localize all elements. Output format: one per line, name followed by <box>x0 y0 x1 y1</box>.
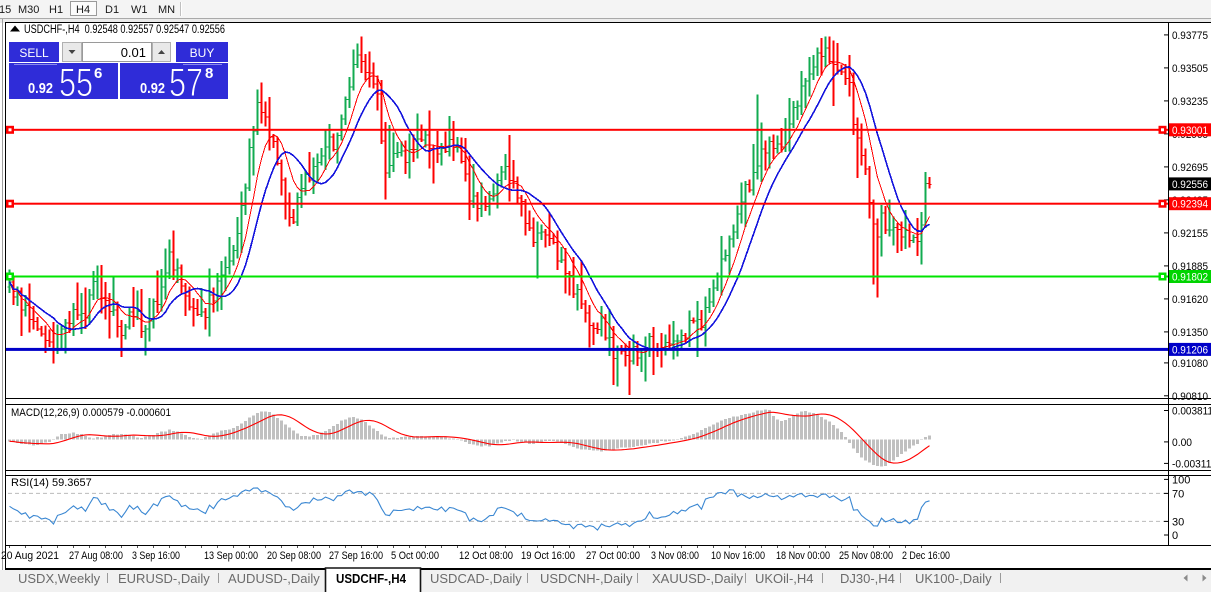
svg-text:SELL: SELL <box>19 46 49 60</box>
svg-text:0.91885: 0.91885 <box>1172 261 1208 273</box>
svg-text:-0.003115: -0.003115 <box>1172 458 1211 470</box>
svg-text:10 Nov 16:00: 10 Nov 16:00 <box>711 550 765 562</box>
svg-text:0.93775: 0.93775 <box>1172 30 1208 42</box>
svg-text:30: 30 <box>1172 516 1184 528</box>
svg-text:55: 55 <box>59 61 93 105</box>
svg-text:15: 15 <box>0 4 11 16</box>
svg-text:6: 6 <box>94 65 102 82</box>
svg-text:27 Oct 00:00: 27 Oct 00:00 <box>586 550 640 562</box>
svg-text:USDCHF-,H4 0.92548 0.92557 0.: USDCHF-,H4 0.92548 0.92557 0.92547 0.925… <box>24 24 225 36</box>
svg-text:0.92695: 0.92695 <box>1172 162 1208 174</box>
svg-text:19 Oct 16:00: 19 Oct 16:00 <box>521 550 575 562</box>
svg-text:H1: H1 <box>49 4 63 16</box>
svg-text:20 Sep 08:00: 20 Sep 08:00 <box>267 550 321 562</box>
svg-text:0.92556: 0.92556 <box>1172 179 1208 191</box>
svg-text:DJ30-,H4: DJ30-,H4 <box>840 571 895 586</box>
svg-text:0.91080: 0.91080 <box>1172 358 1208 370</box>
svg-text:0.90810: 0.90810 <box>1172 391 1208 403</box>
svg-text:100: 100 <box>1172 474 1190 486</box>
svg-text:UK100-,Daily: UK100-,Daily <box>915 571 992 586</box>
svg-text:2 Dec 16:00: 2 Dec 16:00 <box>902 550 950 562</box>
svg-text:3 Sep 16:00: 3 Sep 16:00 <box>132 550 180 562</box>
svg-text:27 Sep 16:00: 27 Sep 16:00 <box>329 550 383 562</box>
svg-text:27 Aug 08:00: 27 Aug 08:00 <box>69 550 123 562</box>
svg-text:0.92: 0.92 <box>140 80 165 97</box>
svg-text:XAUUSD-,Daily: XAUUSD-,Daily <box>652 571 744 586</box>
svg-text:0.91206: 0.91206 <box>1172 344 1208 356</box>
svg-text:0: 0 <box>1172 530 1178 542</box>
svg-text:8: 8 <box>205 65 213 82</box>
svg-text:5 Oct 00:00: 5 Oct 00:00 <box>391 550 439 562</box>
svg-text:57: 57 <box>169 61 203 105</box>
svg-text:USDCNH-,Daily: USDCNH-,Daily <box>540 571 633 586</box>
svg-text:UKOil-,H4: UKOil-,H4 <box>755 571 814 586</box>
svg-text:0.91350: 0.91350 <box>1172 327 1208 339</box>
svg-text:70: 70 <box>1172 488 1184 500</box>
svg-text:0.91802: 0.91802 <box>1172 272 1208 284</box>
svg-text:0.91620: 0.91620 <box>1172 294 1208 306</box>
svg-text:USDCAD-,Daily: USDCAD-,Daily <box>430 571 522 586</box>
svg-text:M30: M30 <box>18 4 39 16</box>
svg-text:MACD(12,26,9) 0.000579 -0.0006: MACD(12,26,9) 0.000579 -0.000601 <box>11 407 171 419</box>
svg-text:3 Nov 08:00: 3 Nov 08:00 <box>651 550 699 562</box>
svg-text:13 Sep 00:00: 13 Sep 00:00 <box>204 550 258 562</box>
svg-text:MN: MN <box>158 4 175 16</box>
svg-text:BUY: BUY <box>190 46 215 60</box>
svg-text:0.003811: 0.003811 <box>1172 406 1211 418</box>
svg-text:0.92: 0.92 <box>28 80 53 97</box>
svg-text:25 Nov 08:00: 25 Nov 08:00 <box>839 550 893 562</box>
svg-text:0.01: 0.01 <box>121 45 146 60</box>
svg-text:USDCHF-,H4: USDCHF-,H4 <box>336 571 407 586</box>
svg-text:H4: H4 <box>76 4 90 16</box>
svg-text:0.92155: 0.92155 <box>1172 228 1208 240</box>
svg-text:0.93001: 0.93001 <box>1172 125 1208 137</box>
svg-text:W1: W1 <box>131 4 148 16</box>
svg-text:USDX,Weekly: USDX,Weekly <box>18 571 101 586</box>
svg-text:12 Oct 08:00: 12 Oct 08:00 <box>459 550 513 562</box>
svg-text:20 Aug 2021: 20 Aug 2021 <box>1 550 59 562</box>
svg-text:AUDUSD-,Daily: AUDUSD-,Daily <box>228 571 320 586</box>
svg-text:0.93235: 0.93235 <box>1172 96 1208 108</box>
svg-text:0.92394: 0.92394 <box>1172 199 1208 211</box>
svg-text:18 Nov 00:00: 18 Nov 00:00 <box>776 550 830 562</box>
svg-text:0.93505: 0.93505 <box>1172 63 1208 75</box>
svg-text:EURUSD-,Daily: EURUSD-,Daily <box>118 571 210 586</box>
svg-text:0.00: 0.00 <box>1172 437 1192 449</box>
svg-text:RSI(14) 59.3657: RSI(14) 59.3657 <box>11 477 92 489</box>
svg-text:D1: D1 <box>105 4 119 16</box>
